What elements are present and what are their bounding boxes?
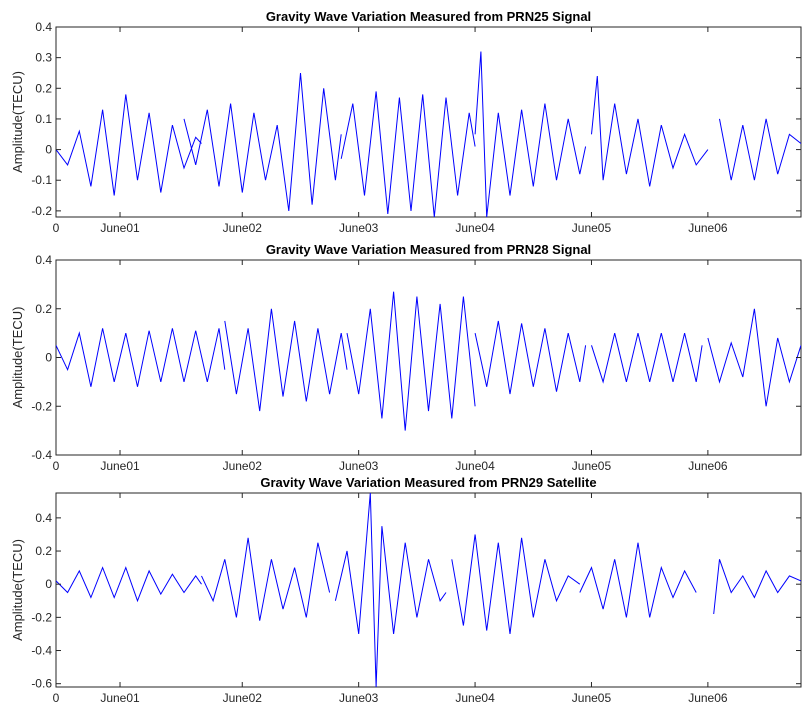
plot-area <box>55 259 802 456</box>
series-line-4 <box>451 534 581 634</box>
chart-title: Gravity Wave Variation Measured from PRN… <box>260 475 596 490</box>
x-tick-label: 0 <box>53 221 60 235</box>
x-tick-label: June05 <box>572 691 612 705</box>
y-tick-label: -0.1 <box>31 173 52 187</box>
y-tick-label: 0.4 <box>35 20 52 34</box>
chart-title: Gravity Wave Variation Measured from PRN… <box>266 242 591 257</box>
series-line-4 <box>474 51 587 217</box>
chart-panel-2: -0.4 -0.2 0 0.2 0.4 0 June01 June02 June03 June04… <box>10 242 802 473</box>
y-tick-label: -0.2 <box>31 610 52 624</box>
y-tick-label: -0.2 <box>31 204 52 218</box>
series-line-1 <box>56 94 202 196</box>
x-tick-label: June04 <box>455 691 495 705</box>
x-tick-label: June04 <box>455 459 495 473</box>
plot-area <box>55 492 802 688</box>
x-tick-label: June02 <box>223 691 263 705</box>
x-tick-label: June01 <box>100 691 140 705</box>
plot-area <box>55 26 802 218</box>
series-line-2 <box>224 308 348 412</box>
series-line-1 <box>56 566 202 603</box>
y-tick-label: 0.4 <box>35 253 52 267</box>
y-tick-label: 0.2 <box>35 544 52 558</box>
x-tick-label: June03 <box>339 459 379 473</box>
x-tick-label: June03 <box>339 691 379 705</box>
x-tick-label: June06 <box>688 221 728 235</box>
y-tick-label: 0.3 <box>35 51 52 65</box>
y-tick-label: 0.2 <box>35 81 52 95</box>
y-tick-label: -0.4 <box>31 644 52 658</box>
series-line-3 <box>334 493 447 687</box>
chart-panel-1: -0.2 -0.1 0 0.1 0.2 0.3 0.4 0 June01 June02 June03… <box>10 9 802 235</box>
x-tick-label: June04 <box>455 221 495 235</box>
series-line-5 <box>579 542 697 618</box>
series-line-6 <box>719 118 801 181</box>
x-tick-label: June01 <box>100 459 140 473</box>
series-group <box>56 291 801 431</box>
series-line-6 <box>707 308 801 407</box>
x-tick-label: 0 <box>53 691 60 705</box>
x-tick-label: 0 <box>53 459 60 473</box>
y-tick-label: 0.2 <box>35 302 52 316</box>
y-tick-label: -0.4 <box>31 448 52 462</box>
y-tick-label: 0 <box>45 143 52 157</box>
series-line-2 <box>201 537 331 621</box>
series-group <box>56 51 801 217</box>
y-tick-label: 0 <box>45 577 52 591</box>
series-line-4 <box>474 320 587 395</box>
x-tick-label: June06 <box>688 459 728 473</box>
series-line-3 <box>346 291 476 431</box>
x-tick-label: June01 <box>100 221 140 235</box>
chart-panel-3: -0.6 -0.4 -0.2 0 0.2 0.4 0 June01 June02 June03 Ju… <box>10 475 802 705</box>
y-axis-label: Amplitude(TECU) <box>10 71 25 173</box>
series-line-1 <box>56 328 226 387</box>
x-tick-label: June03 <box>339 221 379 235</box>
y-tick-label: 0.4 <box>35 511 52 525</box>
y-tick-label: 0 <box>45 351 52 365</box>
series-group <box>56 493 801 687</box>
y-axis-label: Amplitude(TECU) <box>10 307 25 409</box>
y-tick-label: 0.1 <box>35 112 52 126</box>
x-tick-label: June02 <box>223 459 263 473</box>
series-line-5 <box>591 75 709 187</box>
chart-title: Gravity Wave Variation Measured from PRN… <box>266 9 591 24</box>
y-tick-label: -0.6 <box>31 677 52 691</box>
series-line-6 <box>713 559 801 615</box>
y-axis-label: Amplitude(TECU) <box>10 539 25 641</box>
series-line-3 <box>340 91 476 217</box>
x-tick-label: June02 <box>223 221 263 235</box>
x-tick-label: June06 <box>688 691 728 705</box>
x-tick-label: June05 <box>572 459 612 473</box>
series-line-2 <box>183 72 342 211</box>
x-tick-label: June05 <box>572 221 612 235</box>
y-tick-label: -0.2 <box>31 399 52 413</box>
series-line-5 <box>591 332 703 384</box>
